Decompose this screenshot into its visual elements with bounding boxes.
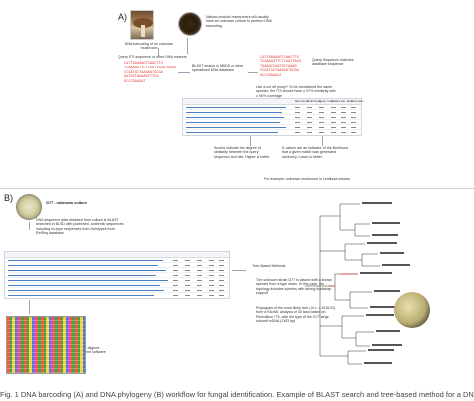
seq-line: CATTAGAGAGTCAACTTG bbox=[124, 62, 163, 66]
arrow-evalue bbox=[322, 136, 323, 146]
col-header: Per. Ident bbox=[341, 99, 353, 103]
phylogenetic-tree bbox=[305, 202, 410, 365]
petri-dish-a bbox=[178, 12, 202, 36]
step2-text: BLAST search in NBCB or other specialize… bbox=[192, 64, 244, 73]
table-row[interactable] bbox=[5, 268, 229, 273]
arrow-a2 bbox=[187, 38, 188, 54]
arrow-score bbox=[250, 136, 251, 146]
sequence-alignment bbox=[6, 316, 86, 374]
query-match-text: Query Sequence matches database sequence bbox=[312, 58, 354, 67]
arrow-b3 bbox=[232, 270, 246, 271]
match-line: TGAAGCCGATGCTAAAG bbox=[260, 64, 297, 69]
col-header: Max Score bbox=[295, 99, 309, 103]
step1-sub: Query ITS sequence or other DNA markers bbox=[118, 55, 187, 59]
blast-text: DNA sequence data obtained from culture … bbox=[36, 218, 124, 236]
example-text: For example, unknown mushroom is Lentinu… bbox=[263, 177, 351, 181]
mushroom-photo bbox=[130, 10, 154, 40]
table-row[interactable] bbox=[183, 130, 361, 135]
table-header: Max Score Total Score Query Cover E valu… bbox=[183, 99, 364, 105]
evalue-text: E-values are an indicator of the likelih… bbox=[282, 146, 348, 159]
figure-caption: Fig. 1 DNA barcoding (A) and DNA phyloge… bbox=[0, 390, 474, 399]
arrow-b1 bbox=[29, 222, 30, 230]
col-header: E value bbox=[331, 99, 341, 103]
seq-line: GATGCTAAAAGTTTCG bbox=[124, 75, 159, 80]
table-row[interactable] bbox=[5, 293, 229, 298]
panel-divider bbox=[0, 188, 474, 189]
query-sequence: CATTAGAGAGTCAACTTG TCAAAAGTTCTCGATTAGGTG… bbox=[124, 62, 176, 84]
match-line: CCGATGCTAAAGATGCGA bbox=[260, 69, 299, 74]
table-row[interactable] bbox=[5, 278, 229, 283]
arrow-a1 bbox=[158, 48, 159, 56]
match-line: TCAAAAGTTCTCGATTAGG bbox=[260, 60, 301, 65]
placement-text: The unknown strain G77 is placed with a … bbox=[256, 278, 333, 296]
table-row[interactable] bbox=[5, 263, 229, 268]
table-row[interactable] bbox=[183, 110, 361, 115]
table-header bbox=[5, 252, 229, 258]
table-row[interactable] bbox=[5, 273, 229, 278]
blast-results-table-b bbox=[4, 251, 230, 299]
table-row[interactable] bbox=[183, 115, 361, 120]
seq-line: GCCCGAAGAT bbox=[124, 79, 146, 84]
table-row[interactable] bbox=[5, 258, 229, 263]
panel-a-label: A) bbox=[118, 12, 127, 22]
step1-text: DNA barcoding of an unknown mushroom bbox=[124, 42, 174, 51]
mushroom-icon bbox=[133, 18, 153, 37]
table-row[interactable] bbox=[183, 105, 361, 110]
petri-dish-tree bbox=[394, 292, 430, 328]
match-line: GCCCGAAGAT bbox=[260, 73, 282, 78]
panel-b-label: B) bbox=[4, 193, 13, 203]
tree-text: Tree-Based Methods bbox=[252, 264, 286, 268]
table-row[interactable] bbox=[5, 288, 229, 293]
col-header: Accession bbox=[351, 99, 364, 103]
table-row[interactable] bbox=[5, 283, 229, 288]
petri-dish-g77 bbox=[16, 194, 42, 220]
table-row[interactable] bbox=[183, 120, 361, 125]
culture-label: G77 - unknown culture bbox=[46, 201, 87, 205]
table-row[interactable] bbox=[183, 125, 361, 130]
arrow-to-blast bbox=[178, 72, 190, 73]
phylogram-text: Phylogram of the most likely tree (-ln L… bbox=[256, 306, 336, 324]
blast-results-table-a: Max Score Total Score Query Cover E valu… bbox=[182, 98, 364, 136]
cutoff-text: Use a cut off proxy? To be considered th… bbox=[256, 85, 336, 98]
match-line: CATTAGAGAGTCAACTTG bbox=[260, 56, 299, 60]
score-text: Scores indicate the degree of similarity… bbox=[214, 146, 270, 159]
col-header: Total Score bbox=[307, 99, 321, 103]
step3-top-text: Natural product researchers will usually… bbox=[206, 15, 272, 28]
match-sequence: CATTAGAGAGTCAACTTG TCAAAAGTTCTCGATTAGG T… bbox=[260, 56, 308, 78]
arrow-b2 bbox=[29, 300, 30, 314]
arrow-to-match bbox=[248, 72, 258, 73]
col-header: Query Cover bbox=[319, 99, 335, 103]
seq-line: CCGATGCTAAAGATGCGA bbox=[124, 70, 163, 75]
